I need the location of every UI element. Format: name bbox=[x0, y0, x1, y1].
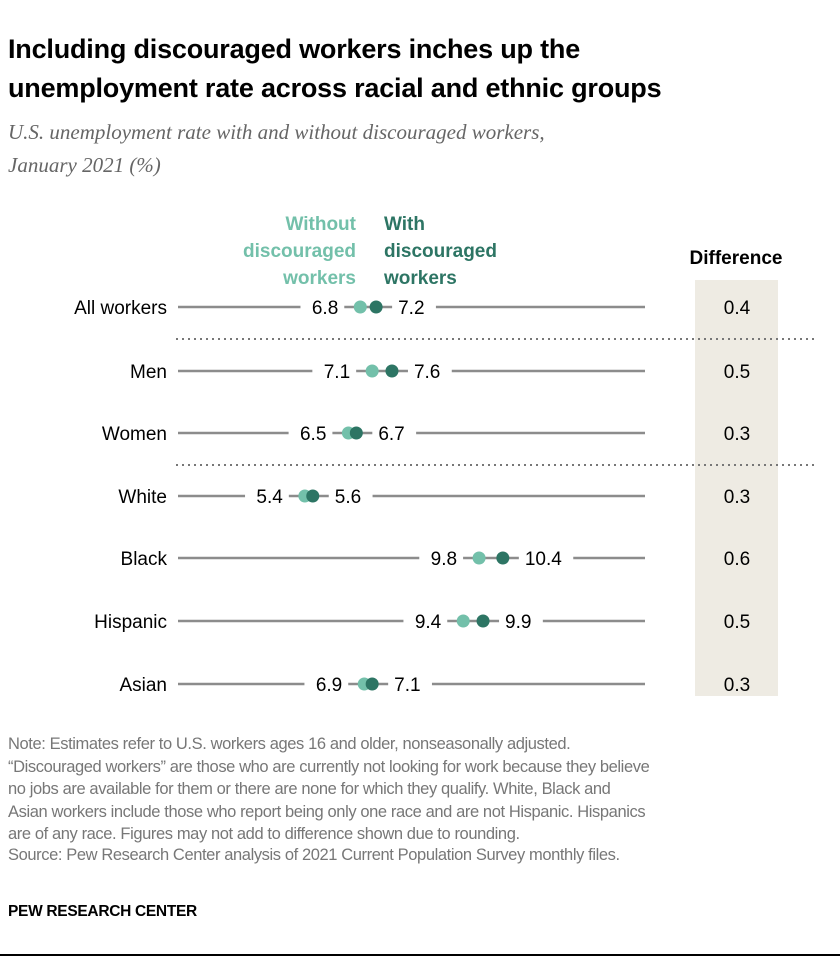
legend-with: With bbox=[384, 214, 425, 235]
category-label: Hispanic bbox=[94, 612, 167, 633]
dot-with bbox=[496, 551, 510, 565]
dot-without bbox=[353, 300, 367, 314]
dot-with bbox=[365, 677, 379, 691]
chart-title: Including discouraged workers inches up … bbox=[8, 30, 828, 108]
subtitle-line: U.S. unemployment rate with and without … bbox=[8, 120, 545, 144]
bottom-rule bbox=[0, 954, 840, 956]
value-label-with: 7.1 bbox=[394, 675, 420, 696]
legend-without: workers bbox=[282, 268, 356, 289]
value-label-without: 6.5 bbox=[300, 424, 326, 445]
dot-without bbox=[365, 364, 379, 378]
note-line: “Discouraged workers” are those who are … bbox=[8, 757, 650, 776]
chart-note: Note: Estimates refer to U.S. workers ag… bbox=[8, 733, 838, 846]
label-gap bbox=[392, 295, 436, 319]
label-gap bbox=[499, 609, 543, 633]
value-label-with: 10.4 bbox=[525, 549, 562, 570]
value-label-without: 9.8 bbox=[431, 549, 457, 570]
dot-without bbox=[472, 551, 486, 565]
dot-with bbox=[476, 614, 490, 628]
difference-value: 0.5 bbox=[724, 612, 750, 633]
category-label: Black bbox=[121, 549, 168, 570]
legend-with: discouraged bbox=[384, 241, 497, 262]
difference-value: 0.3 bbox=[724, 424, 750, 445]
difference-value: 0.5 bbox=[724, 362, 750, 383]
category-label: Asian bbox=[119, 675, 167, 696]
value-label-without: 5.4 bbox=[256, 487, 283, 508]
dot-plot: Difference Without discouraged workers With d… bbox=[74, 214, 816, 696]
legend-with: workers bbox=[383, 268, 457, 289]
label-gap bbox=[407, 359, 452, 383]
label-gap bbox=[403, 609, 448, 633]
difference-value: 0.3 bbox=[724, 675, 750, 696]
value-label-with: 9.9 bbox=[505, 612, 531, 633]
legend-without: Without bbox=[285, 214, 356, 235]
difference-header: Difference bbox=[690, 248, 783, 269]
difference-column-bg bbox=[695, 280, 778, 696]
label-gap bbox=[304, 672, 349, 696]
category-label: Men bbox=[130, 362, 167, 383]
value-label-with: 7.2 bbox=[398, 298, 424, 319]
value-label-with: 6.7 bbox=[378, 424, 404, 445]
category-label: All workers bbox=[74, 298, 167, 319]
label-gap bbox=[372, 421, 417, 445]
note-line: Note: Estimates refer to U.S. workers ag… bbox=[8, 735, 571, 753]
value-label-without: 6.8 bbox=[312, 298, 338, 319]
legend-without: discouraged bbox=[243, 241, 356, 262]
value-label-with: 5.6 bbox=[335, 487, 361, 508]
label-gap bbox=[300, 295, 345, 319]
difference-value: 0.6 bbox=[724, 549, 750, 570]
category-label: White bbox=[118, 487, 167, 508]
dot-with bbox=[385, 364, 399, 378]
difference-value: 0.4 bbox=[724, 298, 751, 319]
brand-logo-text: PEW RESEARCH CENTER bbox=[8, 903, 197, 920]
difference-value: 0.3 bbox=[724, 487, 750, 508]
label-gap bbox=[288, 421, 333, 445]
label-gap bbox=[328, 484, 373, 508]
category-label: Women bbox=[102, 424, 167, 445]
note-line: are of any race. Figures may not add to … bbox=[8, 825, 520, 844]
label-gap bbox=[419, 546, 464, 570]
dot-without bbox=[456, 614, 470, 628]
chart-source: Source: Pew Research Center analysis of … bbox=[8, 846, 620, 864]
chart-subtitle: U.S. unemployment rate with and without … bbox=[8, 116, 808, 182]
note-line: no jobs are available for them or there … bbox=[8, 780, 611, 799]
dot-with bbox=[369, 300, 383, 314]
label-gap bbox=[388, 672, 432, 696]
label-gap bbox=[245, 484, 289, 508]
subtitle-line: January 2021 (%) bbox=[8, 153, 161, 177]
dot-with bbox=[349, 426, 363, 440]
label-gap bbox=[518, 546, 574, 570]
value-label-without: 6.9 bbox=[316, 675, 342, 696]
value-label-with: 7.6 bbox=[414, 362, 440, 383]
title-line: Including discouraged workers inches up … bbox=[8, 34, 581, 64]
value-label-without: 7.1 bbox=[324, 362, 350, 383]
value-label-without: 9.4 bbox=[415, 612, 442, 633]
note-line: Asian workers include those who report b… bbox=[8, 802, 646, 821]
label-gap bbox=[312, 359, 357, 383]
dot-with bbox=[306, 489, 320, 503]
title-line: unemployment rate across racial and ethn… bbox=[8, 73, 662, 103]
